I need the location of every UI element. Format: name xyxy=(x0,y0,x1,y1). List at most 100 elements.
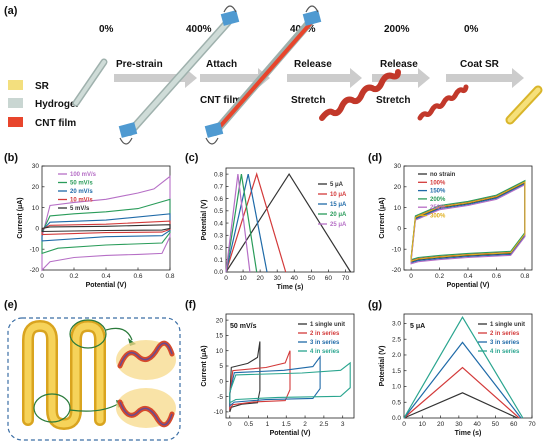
y-axis-label: Current (μA) xyxy=(17,197,24,238)
legend-entry: 200% xyxy=(430,197,446,203)
y-tick-label: 0.7 xyxy=(214,184,223,191)
y-tick-label: 10 xyxy=(216,348,224,355)
x-tick-label: 0 xyxy=(409,273,413,280)
x-tick-label: 40 xyxy=(291,275,299,282)
y-tick-label: 1.0 xyxy=(392,384,401,391)
legend-entry: 10 mV/s xyxy=(70,198,93,204)
y-tick-label: 0 xyxy=(219,378,223,385)
strain-label: 0% xyxy=(464,24,479,35)
x-tick-label: 40 xyxy=(474,421,482,428)
chart-g: 0 10 20 30 40 50 60 70 0.0 0.5 1.0 1.5 2.0 2.5 3.0 Time… xyxy=(379,313,536,437)
legend-entry: 20 μA xyxy=(330,212,347,218)
y-tick-label: 5 xyxy=(219,363,223,370)
x-tick-label: 20 xyxy=(437,421,445,428)
y-tick-label: 0.8 xyxy=(214,171,223,178)
y-tick-label: 0.4 xyxy=(214,220,223,227)
legend-entry: 4 in series xyxy=(310,349,340,355)
legend-entry: 100% xyxy=(430,180,446,186)
cv-curve xyxy=(41,224,171,233)
plot-frame xyxy=(225,167,355,273)
legend-entry: 2 in series xyxy=(490,331,520,337)
strain-label: 400% xyxy=(186,24,212,35)
y-tick-label: -5 xyxy=(217,394,223,401)
y-tick-label: 0.2 xyxy=(214,245,223,252)
x-tick-label: 0.5 xyxy=(244,421,253,428)
cv-curve xyxy=(41,220,171,236)
x-tick-label: 0 xyxy=(402,421,406,428)
x-tick-label: 30 xyxy=(274,275,282,282)
panel-f-note: 50 mV/s xyxy=(230,323,257,330)
legend-entry: 50 mV/s xyxy=(70,181,93,187)
strain-label: 200% xyxy=(384,24,410,35)
legend-entry: 10 μA xyxy=(330,192,347,198)
gcd-curve xyxy=(403,366,520,419)
legend-entry: 2 in series xyxy=(310,331,340,337)
gcd-curve xyxy=(403,392,518,419)
cv-curve xyxy=(410,181,526,263)
legend-entry: 100 mV/s xyxy=(70,172,97,178)
x-tick-label: 0 xyxy=(40,273,44,280)
x-axis-label: Time (s) xyxy=(277,284,304,291)
x-tick-label: 70 xyxy=(528,421,536,428)
sr-coated-fiber xyxy=(505,85,543,125)
x-tick-label: 2.5 xyxy=(319,421,328,428)
x-tick-label: 60 xyxy=(510,421,518,428)
step-label: Release xyxy=(294,59,332,70)
gcd-curve xyxy=(403,341,522,419)
y-tick-label: 0.5 xyxy=(392,399,401,406)
cv-curve xyxy=(229,350,291,411)
legend-entry: 250% xyxy=(430,205,446,211)
y-tick-label: 0.5 xyxy=(214,208,223,215)
y-tick-label: 10 xyxy=(394,205,402,212)
y-tick-label: -20 xyxy=(30,267,40,274)
x-tick-label: 0.8 xyxy=(165,273,174,280)
y-tick-label: 0.0 xyxy=(392,415,401,422)
y-axis-label: Current (μA) xyxy=(201,345,208,386)
y-tick-label: 0.1 xyxy=(214,257,223,264)
y-tick-label: 30 xyxy=(32,163,40,170)
y-tick-label: 20 xyxy=(394,184,402,191)
y-tick-label: 0.3 xyxy=(214,232,223,239)
x-axis-label: Time (s) xyxy=(455,430,482,437)
cv-curve xyxy=(410,183,526,265)
x-tick-label: 70 xyxy=(342,275,350,282)
y-tick-label: 2.0 xyxy=(392,352,401,359)
y-tick-label: 1.5 xyxy=(392,368,401,375)
step-label: Stretch xyxy=(291,95,325,106)
y-tick-label: 10 xyxy=(32,205,40,212)
x-tick-label: 2 xyxy=(303,421,307,428)
chart-f: 0 0.5 1 1.5 2 2.5 3 -10 -5 0 5 10 15 20 Potential (V) C… xyxy=(201,313,355,437)
gcd-curve xyxy=(225,172,352,273)
cv-curve xyxy=(229,341,261,413)
cv-curve xyxy=(229,361,351,404)
x-tick-label: 10 xyxy=(419,421,427,428)
step-label: Coat SR xyxy=(460,59,500,70)
y-axis-label: Current (μA) xyxy=(379,197,386,238)
process-arrows xyxy=(114,68,524,88)
y-axis-label: Potential (V) xyxy=(379,346,386,387)
legend-entry: 1 single unit xyxy=(310,322,345,328)
gcd-curve xyxy=(225,173,268,273)
x-tick-label: 0 xyxy=(228,421,232,428)
x-axis-label: Potential (V) xyxy=(86,282,127,289)
gcd-curve xyxy=(225,174,251,273)
y-tick-label: 3.0 xyxy=(392,321,401,328)
legend-hydrogel: Hydrogel xyxy=(35,99,79,110)
y-tick-label: -10 xyxy=(214,409,224,416)
gcd-curve xyxy=(225,172,287,273)
buckled-rod xyxy=(319,69,401,121)
binder-clip-icon xyxy=(204,5,322,145)
x-axis-label: Popential (V) xyxy=(447,282,490,289)
x-tick-label: 1 xyxy=(266,421,270,428)
legend-entry: 25 μA xyxy=(330,222,347,228)
y-tick-label: 0 xyxy=(397,226,401,233)
y-tick-label: 0.0 xyxy=(214,269,223,276)
legend-entry: no strain xyxy=(430,172,456,178)
x-tick-label: 3 xyxy=(341,421,345,428)
legend-entry: 3 in series xyxy=(490,340,520,346)
step-label: Attach xyxy=(206,59,237,70)
cv-curve xyxy=(229,355,321,407)
x-tick-label: 10 xyxy=(239,275,247,282)
panel-f-label: (f) xyxy=(185,299,196,311)
